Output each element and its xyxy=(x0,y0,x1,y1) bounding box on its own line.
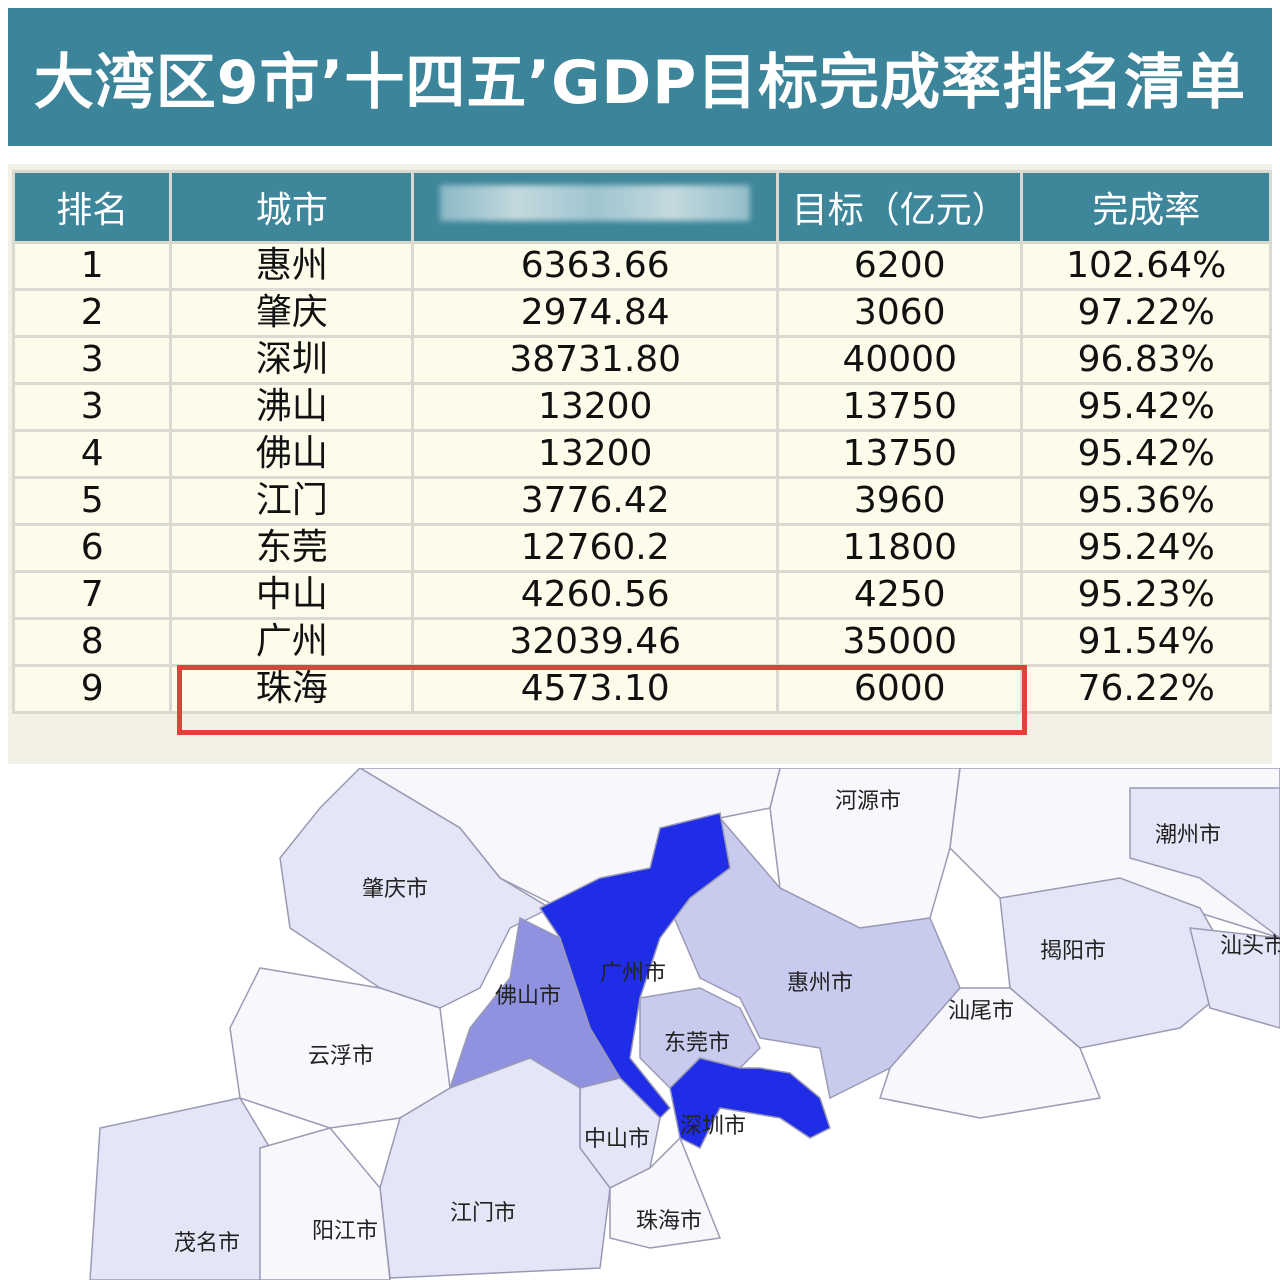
table-row: 5 江门 3776.42 3960 95.36% xyxy=(15,479,1269,523)
cell-gdp: 3776.42 xyxy=(414,479,777,523)
cell-city: 中山 xyxy=(172,573,412,617)
map-label: 揭阳市 xyxy=(1040,939,1106,964)
cell-rate: 76.22% xyxy=(1023,667,1269,711)
cell-city: 东莞 xyxy=(172,526,412,570)
ranking-table: 排名 城市 目标（亿元） 完成率 1 惠州 6363.66 6200 102.64% 2 肇… xyxy=(12,170,1272,714)
cell-target: 6200 xyxy=(779,244,1021,288)
cell-gdp: 32039.46 xyxy=(414,620,777,664)
header-city: 城市 xyxy=(172,173,412,241)
map-label: 江门市 xyxy=(450,1201,516,1226)
cell-rank: 3 xyxy=(15,385,170,429)
page-title: 大湾区9市’十四五’GDP目标完成率排名清单 xyxy=(33,47,1247,118)
cell-city: 江门 xyxy=(172,479,412,523)
cell-rank: 9 xyxy=(15,667,170,711)
region-zhuhai xyxy=(609,1136,722,1249)
cell-gdp: 4573.10 xyxy=(414,667,777,711)
map-label: 珠海市 xyxy=(636,1209,702,1234)
region-yangjiang xyxy=(259,1127,391,1280)
map-label: 东莞市 xyxy=(664,1031,730,1056)
table-row: 2 肇庆 2974.84 3060 97.22% xyxy=(15,291,1269,335)
cell-gdp: 13200 xyxy=(414,385,777,429)
map-label: 中山市 xyxy=(584,1127,650,1152)
cell-rank: 1 xyxy=(15,244,170,288)
cell-target: 3960 xyxy=(779,479,1021,523)
cell-target: 3060 xyxy=(779,291,1021,335)
cell-rank: 3 xyxy=(15,338,170,382)
header-blurred xyxy=(414,173,777,241)
map-label: 深圳市 xyxy=(680,1114,746,1139)
cell-city: 佛山 xyxy=(172,432,412,476)
map-label: 潮州市 xyxy=(1155,823,1221,848)
cell-rate: 91.54% xyxy=(1023,620,1269,664)
map-label: 云浮市 xyxy=(308,1044,374,1069)
map-label: 肇庆市 xyxy=(362,877,428,902)
table-row: 4 佛山 13200 13750 95.42% xyxy=(15,432,1269,476)
cell-rate: 95.42% xyxy=(1023,432,1269,476)
map-label: 阳江市 xyxy=(312,1219,378,1244)
cell-target: 11800 xyxy=(779,526,1021,570)
region-shanwei xyxy=(879,987,1102,1119)
region-shenzhen xyxy=(669,1057,831,1150)
map-label: 河源市 xyxy=(835,789,901,814)
region-chaozhou xyxy=(1129,787,1280,939)
table-row: 1 惠州 6363.66 6200 102.64% xyxy=(15,244,1269,288)
cell-rank: 6 xyxy=(15,526,170,570)
map-label: 汕尾市 xyxy=(948,999,1014,1024)
cell-target: 13750 xyxy=(779,432,1021,476)
cell-rank: 8 xyxy=(15,620,170,664)
cell-city: 广州 xyxy=(172,620,412,664)
table-row: 3 深圳 38731.80 40000 96.83% xyxy=(15,338,1269,382)
cell-target: 40000 xyxy=(779,338,1021,382)
cell-city: 珠海 xyxy=(172,667,412,711)
table-row: 6 东莞 12760.2 11800 95.24% xyxy=(15,526,1269,570)
table-row: 8 广州 32039.46 35000 91.54% xyxy=(15,620,1269,664)
header-rate: 完成率 xyxy=(1023,173,1269,241)
cell-target: 4250 xyxy=(779,573,1021,617)
cell-city: 惠州 xyxy=(172,244,412,288)
cell-gdp: 12760.2 xyxy=(414,526,777,570)
map-label: 惠州市 xyxy=(787,971,853,996)
cell-gdp: 4260.56 xyxy=(414,573,777,617)
ranking-table-container: 排名 城市 目标（亿元） 完成率 1 惠州 6363.66 6200 102.64% 2 肇… xyxy=(8,164,1272,764)
region-guangzhou xyxy=(538,812,731,1120)
cell-target: 35000 xyxy=(779,620,1021,664)
cell-target: 13750 xyxy=(779,385,1021,429)
table-row: 7 中山 4260.56 4250 95.23% xyxy=(15,573,1269,617)
cell-gdp: 2974.84 xyxy=(414,291,777,335)
table-row: 3 沸山 13200 13750 95.42% xyxy=(15,385,1269,429)
highlight-box xyxy=(177,665,1027,735)
region-shantou xyxy=(1189,927,1280,1029)
cell-rate: 96.83% xyxy=(1023,338,1269,382)
table-row: 9 珠海 4573.10 6000 76.22% xyxy=(15,667,1269,711)
cell-gdp: 13200 xyxy=(414,432,777,476)
region-huizhou xyxy=(669,816,961,1100)
cell-gdp: 6363.66 xyxy=(414,244,777,288)
map-label: 茂名市 xyxy=(174,1231,240,1256)
map-label: 广州市 xyxy=(600,961,666,986)
map-label: 佛山市 xyxy=(495,984,561,1009)
cell-rank: 2 xyxy=(15,291,170,335)
header-target: 目标（亿元） xyxy=(779,173,1021,241)
title-banner: 大湾区9市’十四五’GDP目标完成率排名清单 xyxy=(8,8,1272,146)
cell-rank: 5 xyxy=(15,479,170,523)
region-zhaoqing xyxy=(279,768,552,1009)
cell-rate: 95.42% xyxy=(1023,385,1269,429)
cell-city: 肇庆 xyxy=(172,291,412,335)
cell-rank: 4 xyxy=(15,432,170,476)
cell-gdp: 38731.80 xyxy=(414,338,777,382)
cell-rate: 102.64% xyxy=(1023,244,1269,288)
map-label: 汕头市 xyxy=(1220,934,1280,959)
cell-rate: 95.36% xyxy=(1023,479,1269,523)
blurred-header-text xyxy=(440,184,751,221)
cell-city: 沸山 xyxy=(172,385,412,429)
cell-city: 深圳 xyxy=(172,338,412,382)
cell-rank: 7 xyxy=(15,573,170,617)
cell-rate: 97.22% xyxy=(1023,291,1269,335)
cell-rate: 95.23% xyxy=(1023,573,1269,617)
header-rank: 排名 xyxy=(15,173,170,241)
cell-rate: 95.24% xyxy=(1023,526,1269,570)
cell-target: 6000 xyxy=(779,667,1021,711)
